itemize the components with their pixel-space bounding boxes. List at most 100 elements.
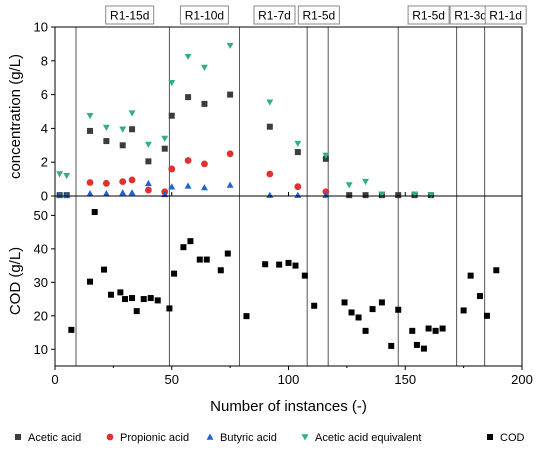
top-point-s2-5 [128,189,136,196]
bottom-point-s0-2 [91,209,98,216]
bottom-point-s0-36 [413,341,420,348]
phase-label-2: R1-7d [258,9,291,23]
bottom-point-s0-25 [301,272,308,279]
legend-marker-3 [301,434,309,441]
top-point-s0-13 [294,149,301,156]
x-axis-title: Number of instances (-) [210,398,367,415]
top-point-s1-8 [201,160,208,168]
top-point-s2-10 [200,184,208,191]
top-point-s0-6 [145,158,152,165]
legend-marker-1 [106,433,114,441]
bottom-point-s0-21 [262,261,269,268]
legend: Acetic acid Propionic acid Butyric acid Ace… [15,432,525,444]
bottom-point-s0-1 [87,278,94,285]
top-point-s3-13 [294,140,302,148]
legend-label-3: Acetic acid equivalent [315,432,421,444]
top-point-s3-18 [411,191,419,198]
bottom-point-s0-18 [217,267,224,274]
bottom-point-s0-42 [467,272,474,279]
bottom-point-s0-12 [166,305,173,312]
x-tick-label-3: 150 [394,372,416,387]
top-point-s0-5 [129,126,136,133]
bottom-y-tick-label-0: 10 [34,342,48,357]
top-point-s0-18 [395,192,402,199]
bottom-point-s0-37 [420,345,427,352]
bottom-point-s0-15 [187,238,194,245]
phase-label-1: R1-10d [185,9,224,23]
top-point-s3-15 [345,182,353,189]
bottom-point-s0-0 [68,326,75,333]
phase-label-box-1 [179,5,229,25]
top-point-s3-17 [378,191,386,198]
top-point-s3-10 [200,64,208,72]
bottom-point-s0-41 [460,307,467,314]
top-point-s3-12 [266,99,274,106]
bottom-point-s0-7 [129,295,136,302]
top-y-tick-label-4: 8 [41,53,48,68]
phase-label-3: R1-5d [303,9,336,23]
bottom-point-s0-40 [439,325,446,332]
top-y-tick-label-2: 4 [41,121,48,136]
bottom-point-s0-30 [362,327,369,334]
top-point-s0-10 [201,100,208,107]
bottom-point-s0-45 [493,267,500,274]
legend-label-2: Butyric acid [220,432,277,444]
top-panel-marks [56,42,435,199]
top-point-s3-2 [86,112,94,120]
bottom-point-s0-27 [341,299,348,306]
bottom-point-s0-14 [180,244,187,251]
bottom-point-s0-26 [311,302,318,309]
phase-label-box-0 [105,5,155,25]
x-tick-label-1: 50 [165,372,179,387]
top-point-s2-4 [119,189,127,196]
top-point-s3-6 [144,141,152,148]
bottom-point-s0-24 [292,262,299,269]
bottom-point-s0-16 [196,256,203,263]
bottom-point-s0-28 [348,309,355,316]
top-point-s1-7 [184,157,192,164]
top-point-s1-10 [266,170,274,178]
phase-label-5: R1-3d [454,9,487,23]
top-y-tick-label-5: 10 [34,20,48,35]
top-y-tick-label-0: 0 [41,189,48,204]
top-point-s0-16 [362,192,369,199]
phase-labels: R1-15d R1-10d R1-7d R1-5d R1-5d R1-3d R1-1d [105,5,527,25]
top-point-s0-11 [227,91,234,98]
top-point-s1-1 [102,179,110,187]
top-point-s3-7 [161,135,169,142]
bottom-point-s0-35 [409,327,416,334]
top-point-s3-9 [184,53,192,61]
top-point-s3-14 [322,152,330,159]
top-point-s0-12 [266,123,273,130]
top-point-s3-16 [362,178,370,186]
top-point-s1-11 [294,183,302,191]
top-point-s2-9 [184,182,192,189]
bottom-point-s0-20 [243,313,250,320]
top-point-s2-12 [266,191,274,198]
top-point-s1-4 [145,186,152,194]
legend-label-1: Propionic acid [120,432,189,444]
legend-marker-0 [15,434,21,440]
top-point-s0-7 [161,145,168,152]
top-point-s0-8 [168,112,175,119]
phase-label-0: R1-15d [110,9,149,23]
top-point-s3-11 [226,42,234,50]
bottom-y-axis-title: COD (g/L) [7,247,24,315]
top-point-s2-13 [294,191,302,198]
phase-label-box-4 [407,5,450,25]
bottom-point-s0-23 [285,259,292,266]
bottom-point-s0-44 [483,312,490,319]
top-point-s0-15 [346,192,353,199]
phase-label-box-6 [484,5,527,25]
top-point-s1-3 [128,176,136,184]
top-y-tick-label-1: 2 [41,155,48,170]
legend-marker-4 [487,434,493,440]
bottom-point-s0-10 [147,295,154,302]
bottom-point-s0-8 [133,308,140,315]
bottom-point-s0-17 [203,256,210,263]
top-point-s2-8 [168,183,176,190]
bottom-point-s0-33 [388,342,395,349]
bottom-panel-marks [68,209,500,352]
phase-label-4: R1-5d [412,9,445,23]
